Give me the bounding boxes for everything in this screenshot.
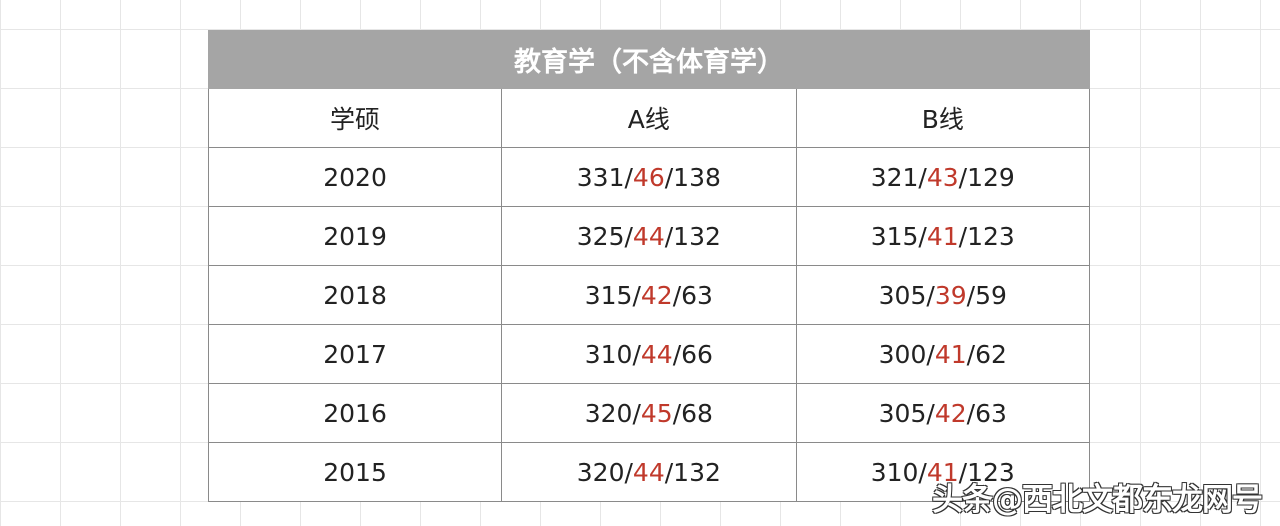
politics-english-score: 46	[632, 162, 665, 192]
total-score: 321	[870, 162, 919, 192]
politics-english-score: 45	[640, 398, 673, 428]
a-line-cell: 310/44/66	[501, 324, 797, 384]
total-score: 305	[878, 398, 927, 428]
total-score: 320	[576, 457, 625, 487]
table-row: 2015 320/44/132 310/41/123	[207, 442, 1091, 502]
politics-english-score: 41	[926, 221, 959, 251]
politics-english-score: 42	[640, 280, 673, 310]
table-row: 2020 331/46/138 321/43/129	[207, 147, 1091, 207]
politics-english-score: 44	[632, 221, 665, 251]
total-score: 315	[870, 221, 919, 251]
major-score: 132	[673, 221, 721, 251]
b-line-cell: 310/41/123	[795, 442, 1091, 502]
total-score: 325	[576, 221, 625, 251]
table-row: 2019 325/44/132 315/41/123	[207, 206, 1091, 266]
table-row: 2018 315/42/63 305/39/59	[207, 265, 1091, 325]
a-line-cell: 325/44/132	[501, 206, 797, 266]
major-score: 123	[967, 221, 1015, 251]
a-line-cell: 331/46/138	[501, 147, 797, 207]
b-line-cell: 315/41/123	[795, 206, 1091, 266]
total-score: 310	[584, 339, 633, 369]
total-score: 320	[584, 398, 633, 428]
politics-english-score: 42	[934, 398, 967, 428]
total-score: 310	[870, 457, 919, 487]
year-cell: 2019	[207, 206, 503, 266]
major-score: 68	[681, 398, 713, 428]
major-score: 63	[975, 398, 1007, 428]
total-score: 315	[584, 280, 633, 310]
major-score: 129	[967, 162, 1015, 192]
politics-english-score: 43	[926, 162, 959, 192]
b-line-cell: 305/39/59	[795, 265, 1091, 325]
major-score: 63	[681, 280, 713, 310]
major-score: 123	[967, 457, 1015, 487]
year-cell: 2017	[207, 324, 503, 384]
b-line-cell: 321/43/129	[795, 147, 1091, 207]
a-line-cell: 315/42/63	[501, 265, 797, 325]
year-cell: 2020	[207, 147, 503, 207]
major-score: 59	[975, 280, 1007, 310]
watermark: 头条@西北文都东龙网号	[932, 482, 1263, 518]
total-score: 300	[878, 339, 927, 369]
header-type: 学硕	[207, 88, 503, 148]
a-line-cell: 320/45/68	[501, 383, 797, 443]
year-cell: 2018	[207, 265, 503, 325]
major-score: 132	[673, 457, 721, 487]
politics-english-score: 44	[632, 457, 665, 487]
year-cell: 2015	[207, 442, 503, 502]
politics-english-score: 39	[934, 280, 967, 310]
major-score: 138	[673, 162, 721, 192]
total-score: 331	[576, 162, 625, 192]
b-line-cell: 305/42/63	[795, 383, 1091, 443]
table-title: 教育学（不含体育学）	[208, 30, 1090, 89]
year-cell: 2016	[207, 383, 503, 443]
score-table: 教育学（不含体育学） 学硕 A线 B线 2020 331/46/138 321/43…	[207, 30, 1091, 502]
politics-english-score: 44	[640, 339, 673, 369]
politics-english-score: 41	[926, 457, 959, 487]
major-score: 66	[681, 339, 713, 369]
header-a-line: A线	[501, 88, 797, 148]
major-score: 62	[975, 339, 1007, 369]
header-b-line: B线	[795, 88, 1091, 148]
b-line-cell: 300/41/62	[795, 324, 1091, 384]
table-row: 2016 320/45/68 305/42/63	[207, 383, 1091, 443]
total-score: 305	[878, 280, 927, 310]
a-line-cell: 320/44/132	[501, 442, 797, 502]
table-row: 2017 310/44/66 300/41/62	[207, 324, 1091, 384]
politics-english-score: 41	[934, 339, 967, 369]
header-row: 学硕 A线 B线	[207, 88, 1091, 148]
